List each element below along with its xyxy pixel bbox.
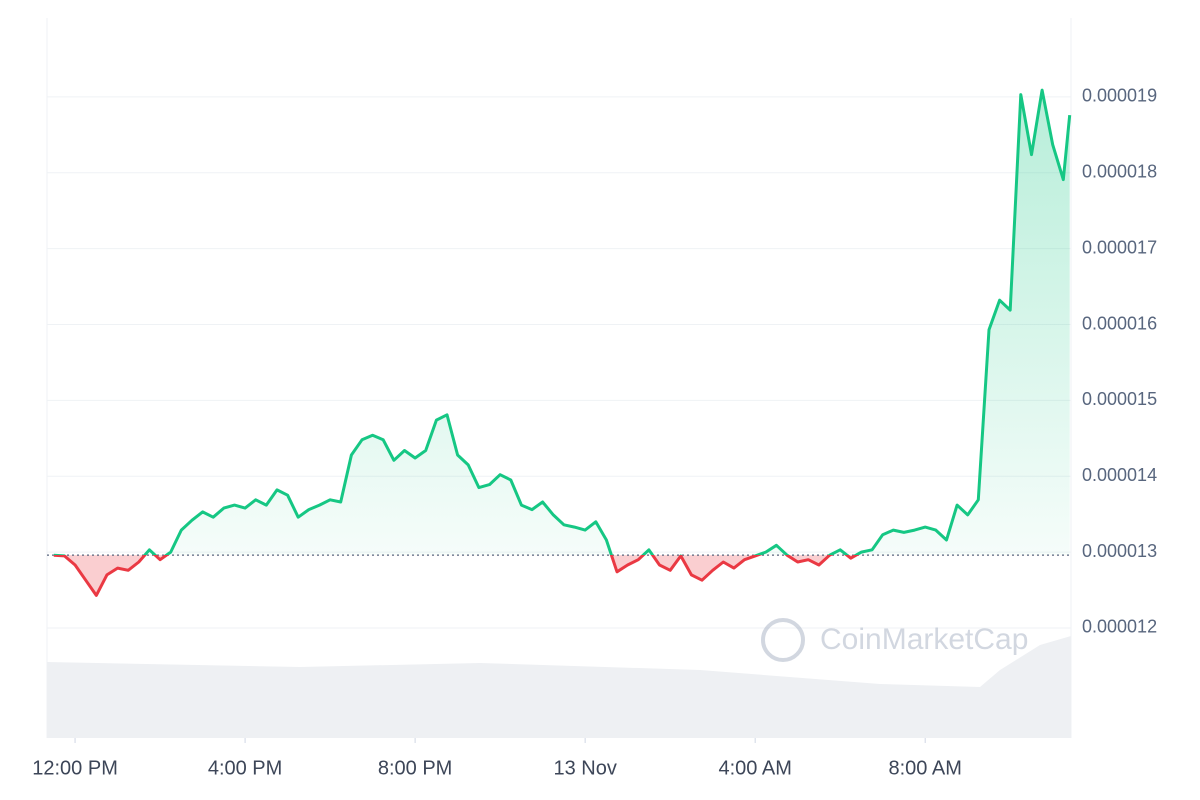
x-tick-label: 8:00 PM	[378, 757, 452, 779]
volume-area	[47, 636, 1071, 738]
x-tick-label: 4:00 PM	[208, 757, 282, 779]
y-tick-label: 0.000017	[1082, 237, 1157, 257]
y-tick-label: 0.000013	[1082, 541, 1157, 561]
price-line	[53, 88, 1072, 597]
y-tick-label: 0.000014	[1082, 465, 1157, 485]
watermark: CoinMarketCap	[761, 618, 1028, 662]
price-area	[53, 90, 1070, 596]
y-tick-label: 0.000018	[1082, 162, 1157, 182]
watermark-text: CoinMarketCap	[820, 623, 1028, 656]
watermark-logo	[761, 618, 805, 662]
y-tick-label: 0.000012	[1082, 617, 1157, 637]
y-tick-label: 0.000016	[1082, 313, 1157, 333]
x-tick-label: 12:00 PM	[32, 757, 118, 779]
plot	[47, 88, 1072, 597]
y-tick-label: 0.000015	[1082, 389, 1157, 409]
x-tick-label: 13 Nov	[553, 757, 616, 779]
x-tick-label: 4:00 AM	[718, 757, 791, 779]
x-tick-label: 8:00 AM	[889, 757, 962, 779]
y-tick-label: 0.000019	[1082, 86, 1157, 106]
